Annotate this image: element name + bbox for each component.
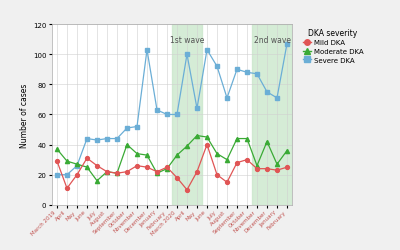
Text: 1st wave: 1st wave: [170, 36, 204, 44]
Bar: [252, 25, 292, 205]
Y-axis label: Number of cases: Number of cases: [20, 83, 29, 147]
Legend: Mild DKA, Moderate DKA, Severe DKA: Mild DKA, Moderate DKA, Severe DKA: [303, 28, 364, 64]
Text: 2nd wave: 2nd wave: [254, 36, 290, 44]
Bar: [172, 25, 202, 205]
